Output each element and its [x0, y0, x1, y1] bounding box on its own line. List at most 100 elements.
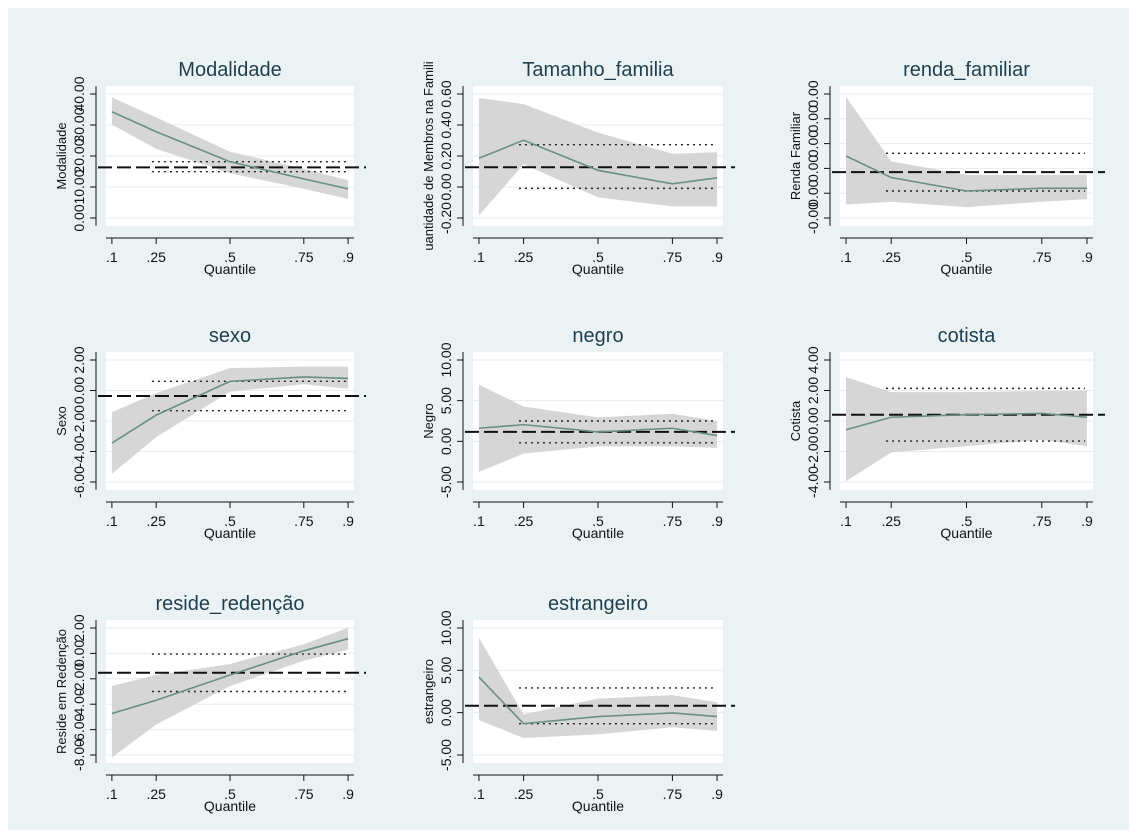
quantile-estimate-line [478, 423, 718, 437]
y-tick-label: 10.00 [438, 342, 454, 377]
x-tick-label: .25 [881, 513, 901, 529]
x-tick-label: .25 [146, 249, 166, 265]
confidence-band [478, 384, 718, 472]
x-tick-label: .1 [840, 513, 852, 529]
y-tick-label: 0.40 [438, 111, 454, 138]
y-tick-label: -0.20 [438, 202, 454, 234]
panel-6: -4.00-2.000.00 2.00 4.00 .1 .25 .5 .75 .9 cotist… [788, 325, 1105, 541]
y-axis-label: Renda Familiar [788, 111, 803, 200]
x-tick-label: .9 [342, 786, 354, 802]
y-axis-label: Sexo [54, 406, 69, 436]
y-tick-label: -2.00 [71, 663, 87, 695]
y-tick-label: 2.00 [71, 346, 87, 373]
x-tick-label: .75 [663, 249, 683, 265]
y-tick-label: 0.00 [438, 173, 454, 200]
x-tick-label: .1 [473, 249, 485, 265]
y-tick-label: 0.00 [805, 179, 821, 206]
y-tick-label: -8.00 [71, 739, 87, 771]
y-tick-label: 40.00 [71, 76, 87, 111]
y-tick-label: 10.00 [438, 610, 454, 645]
y-tick-label: -4.00 [805, 466, 821, 498]
panel-title: reside_redenção [156, 593, 305, 615]
panel-title: negro [572, 325, 623, 347]
y-tick-label: -6.00 [71, 466, 87, 498]
panel-3: -0.000.000.000.000.000.00.1.25.5.75.9ren… [788, 59, 1105, 277]
x-tick-label: .5 [961, 513, 973, 529]
panel-5: -5.00 0.00 5.00 10.00 .1 .25 .5 .75 .9 negro Quant… [421, 325, 735, 541]
y-tick-label: -4.00 [71, 688, 87, 720]
panel-title: estrangeiro [548, 593, 648, 615]
y-axis-label: Cotista [788, 400, 803, 441]
x-tick-label: .75 [1032, 513, 1052, 529]
confidence-band [111, 627, 349, 758]
x-axis-label: Quantile [204, 798, 256, 814]
y-axis-label: uantidade de Membros na Famili [421, 61, 436, 250]
quantile-estimate-line [478, 139, 718, 185]
y-tick-label: 2.00 [71, 614, 87, 641]
panel-title: sexo [209, 325, 251, 347]
x-tick-label: .9 [711, 249, 723, 265]
x-axis-label: Quantile [940, 525, 992, 541]
x-tick-label: .5 [961, 249, 973, 265]
x-tick-label: .25 [514, 249, 534, 265]
quantile-estimate-line [845, 412, 1088, 431]
y-axis-label: estrangeiro [421, 659, 436, 724]
y-tick-label: 0.00 [805, 407, 821, 434]
x-tick-label: .1 [473, 513, 485, 529]
y-tick-label: 0.00 [805, 155, 821, 182]
quantile-estimate-line [478, 676, 718, 725]
x-axis-label: Quantile [940, 261, 992, 277]
x-tick-label: .75 [663, 786, 683, 802]
y-tick-label: -2.00 [805, 435, 821, 467]
x-tick-label: .25 [146, 513, 166, 529]
panel-title: renda_familiar [903, 59, 1030, 81]
x-tick-label: .9 [1081, 513, 1093, 529]
x-tick-label: .5 [592, 786, 604, 802]
x-axis-label: Quantile [204, 525, 256, 541]
x-tick-label: .1 [473, 786, 485, 802]
panel-title: cotista [938, 325, 997, 347]
y-tick-label: 0.00 [71, 640, 87, 667]
panel-2: -0.20 0.00 0.20 0.40 0.60 .1 .25 .5 .75 .9 Tamanho… [421, 59, 735, 277]
y-tick-label: 0.60 [438, 80, 454, 107]
x-tick-label: .75 [294, 513, 314, 529]
panel-4: -6.00-4.00-2.000.00 2.00 .1 .25 .5 .75 .9 sexo Q… [54, 325, 366, 541]
figure-svg: 0.0010.0020.0030.0040.00.1.25.5.75.9Moda… [54, 59, 1105, 814]
x-tick-label: .1 [840, 249, 852, 265]
x-tick-label: .5 [224, 249, 236, 265]
confidence-band [111, 366, 349, 474]
x-tick-label: .75 [294, 249, 314, 265]
x-axis-label: Quantile [572, 525, 624, 541]
y-tick-label: 0.00 [71, 377, 87, 404]
x-tick-label: .9 [342, 513, 354, 529]
x-tick-label: .5 [592, 513, 604, 529]
y-tick-label: 0.00 [438, 427, 454, 454]
quantile-estimate-line [111, 376, 349, 444]
x-tick-label: .25 [146, 786, 166, 802]
x-tick-label: .5 [224, 513, 236, 529]
x-tick-label: .1 [106, 786, 118, 802]
x-tick-label: .5 [224, 786, 236, 802]
y-tick-label: 10.00 [71, 169, 87, 204]
y-tick-label: -0.00 [805, 202, 821, 234]
y-tick-label: 20.00 [71, 138, 87, 173]
y-tick-label: 2.00 [805, 377, 821, 404]
y-tick-label: -4.00 [71, 435, 87, 467]
confidence-band [846, 377, 1087, 482]
x-tick-label: .1 [106, 249, 118, 265]
quantile-estimate-line [111, 110, 349, 190]
y-axis-label: Negro [421, 403, 436, 438]
panel-8: -5.00 0.00 5.00 10.00 .1 .25 .5 .75 .9 estrangeir… [421, 593, 735, 814]
x-tick-label: .25 [514, 786, 534, 802]
panel-title: Modalidade [178, 59, 281, 81]
y-tick-label: -2.00 [71, 405, 87, 437]
y-tick-label: 0.00 [71, 204, 87, 231]
y-tick-label: 0.00 [805, 130, 821, 157]
y-tick-label: 0.20 [438, 142, 454, 169]
y-tick-label: 30.00 [71, 107, 87, 142]
x-tick-label: .9 [1081, 249, 1093, 265]
x-tick-label: .5 [592, 249, 604, 265]
x-tick-label: .25 [514, 513, 534, 529]
x-axis-label: Quantile [572, 798, 624, 814]
